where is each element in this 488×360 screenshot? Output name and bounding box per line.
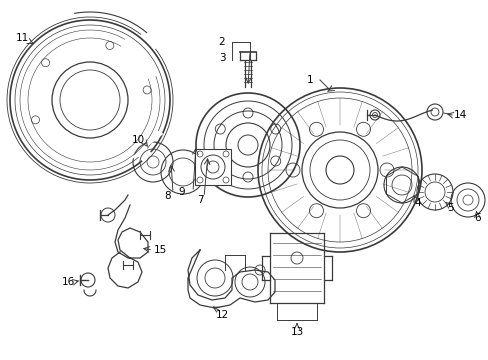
- Text: 1: 1: [306, 75, 313, 85]
- Text: 3: 3: [218, 53, 225, 63]
- Text: 9: 9: [178, 187, 185, 197]
- Text: 7: 7: [196, 195, 203, 205]
- Text: 5: 5: [446, 203, 452, 213]
- Text: 11: 11: [15, 33, 29, 43]
- Text: 6: 6: [474, 213, 480, 223]
- Text: 15: 15: [153, 245, 166, 255]
- Text: 14: 14: [452, 110, 466, 120]
- Text: 13: 13: [290, 327, 303, 337]
- Text: 2: 2: [218, 37, 225, 47]
- Bar: [195, 149, 230, 185]
- Polygon shape: [187, 250, 274, 308]
- Text: 10: 10: [131, 135, 144, 145]
- Polygon shape: [126, 130, 162, 162]
- Text: 8: 8: [164, 191, 171, 201]
- Text: 4: 4: [414, 198, 421, 208]
- Text: 12: 12: [215, 310, 228, 320]
- Text: 16: 16: [61, 277, 75, 287]
